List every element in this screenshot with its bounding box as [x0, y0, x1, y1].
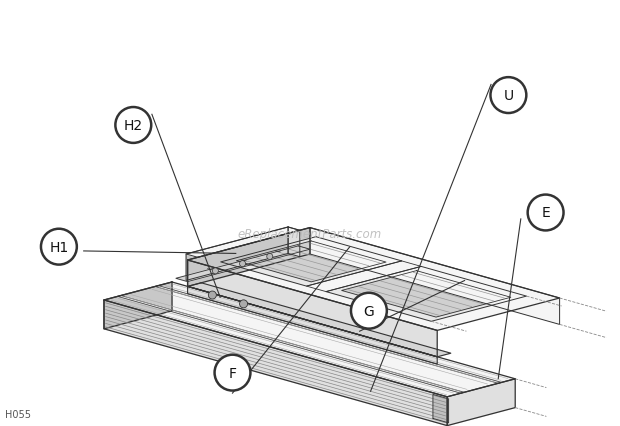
Circle shape [213, 268, 218, 274]
Polygon shape [186, 227, 300, 258]
Polygon shape [155, 286, 502, 383]
Circle shape [239, 300, 247, 308]
Polygon shape [236, 242, 386, 282]
Polygon shape [433, 394, 448, 423]
Polygon shape [306, 261, 421, 292]
Polygon shape [118, 296, 464, 393]
Circle shape [267, 254, 273, 260]
Polygon shape [288, 227, 300, 257]
Text: G: G [363, 304, 374, 318]
Polygon shape [188, 260, 437, 357]
Text: H2: H2 [124, 119, 143, 132]
Text: eReplacementParts.com: eReplacementParts.com [238, 228, 382, 241]
Circle shape [208, 291, 216, 299]
Polygon shape [188, 283, 451, 357]
Polygon shape [310, 228, 560, 325]
Circle shape [490, 78, 526, 114]
Text: E: E [541, 206, 550, 220]
Text: U: U [503, 89, 513, 103]
Polygon shape [188, 228, 310, 287]
Text: H1: H1 [49, 240, 69, 254]
Polygon shape [342, 271, 511, 317]
Circle shape [215, 355, 250, 391]
Text: F: F [229, 366, 236, 380]
Polygon shape [188, 228, 560, 331]
Circle shape [351, 293, 387, 329]
Circle shape [41, 229, 77, 265]
Polygon shape [104, 282, 515, 397]
Polygon shape [186, 227, 288, 281]
Polygon shape [326, 267, 526, 322]
Polygon shape [221, 237, 402, 286]
Polygon shape [104, 300, 447, 426]
Circle shape [239, 261, 246, 267]
Circle shape [115, 108, 151, 144]
Polygon shape [176, 246, 310, 282]
Circle shape [528, 195, 564, 231]
Text: H055: H055 [5, 409, 31, 419]
Polygon shape [188, 287, 437, 364]
Polygon shape [447, 379, 515, 426]
Polygon shape [104, 282, 172, 329]
